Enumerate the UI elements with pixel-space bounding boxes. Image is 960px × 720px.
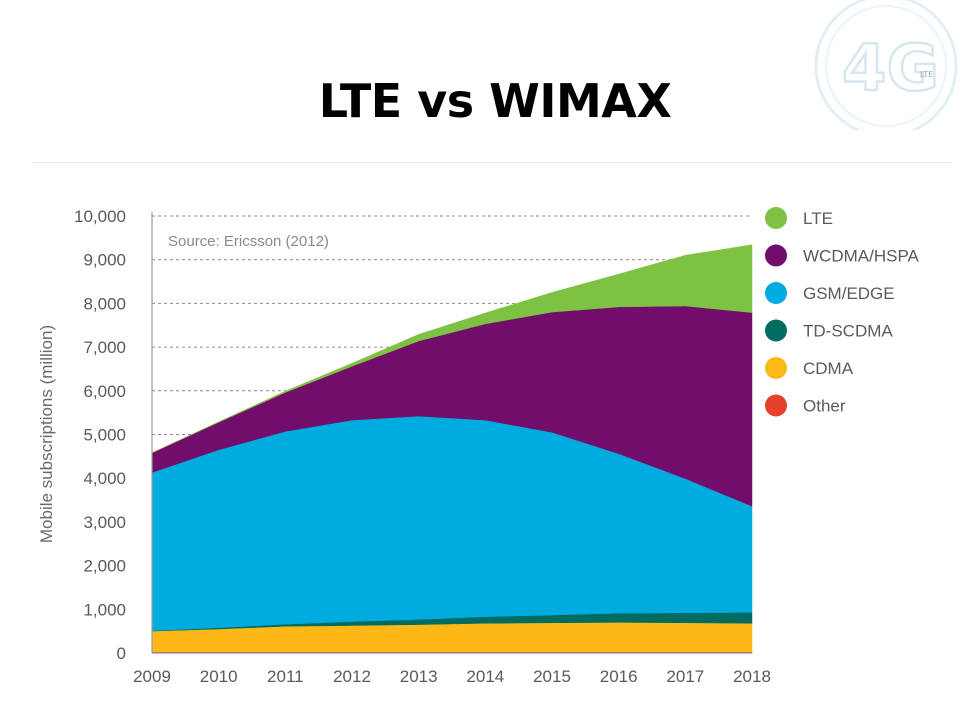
legend: LTE WCDMA/HSPA GSM/EDGE TD-SCDMA CDMA Other xyxy=(765,207,920,417)
legend-label: Other xyxy=(803,397,846,416)
legend-label: CDMA xyxy=(803,359,854,378)
lte-badge-text: LTE xyxy=(920,70,933,79)
y-tick-label: 4,000 xyxy=(83,469,126,488)
area-lte xyxy=(151,244,753,454)
y-tick-label: 7,000 xyxy=(83,338,126,357)
x-tick-label: 2010 xyxy=(200,667,238,686)
legend-swatch xyxy=(765,394,787,417)
axes: 0 1,000 2,000 3,000 4,000 5,000 6,000 7,000 8,00… xyxy=(74,207,771,686)
y-axis-title: Mobile subscriptions (million) xyxy=(37,325,56,543)
x-tick-label: 2018 xyxy=(733,667,771,686)
x-tick-label: 2016 xyxy=(600,667,638,686)
x-tick-label: 2012 xyxy=(333,667,371,686)
legend-swatch xyxy=(765,319,787,342)
4g-logo-text: 4G xyxy=(842,32,939,106)
x-tick-label: 2011 xyxy=(267,667,304,686)
y-tick-label: 5,000 xyxy=(83,426,126,445)
legend-label: WCDMA/HSPA xyxy=(803,247,920,266)
y-tick-label: 8,000 xyxy=(83,294,126,313)
y-tick-label: 3,000 xyxy=(83,513,126,532)
y-tick-label: 2,000 xyxy=(83,557,126,576)
x-tick-label: 2015 xyxy=(533,667,571,686)
legend-swatch xyxy=(765,357,787,379)
4g-lte-logo-icon: 4G LTE xyxy=(814,0,958,130)
x-tick-label: 2017 xyxy=(666,667,704,686)
legend-label: LTE xyxy=(803,209,833,228)
legend-label: TD-SCDMA xyxy=(803,322,893,341)
legend-swatch xyxy=(765,244,787,267)
source-annotation: Source: Ericsson (2012) xyxy=(168,233,329,250)
x-tick-label: 2009 xyxy=(133,667,171,686)
x-tick-label: 2013 xyxy=(400,667,438,686)
slide-title: LTE vs WIMAX xyxy=(318,74,672,128)
y-tick-label: 10,000 xyxy=(74,207,126,226)
area-series xyxy=(151,244,753,654)
y-tick-label: 9,000 xyxy=(83,251,126,270)
y-tick-label: 6,000 xyxy=(83,382,126,401)
title-divider xyxy=(32,162,952,163)
y-tick-label: 0 xyxy=(117,644,126,663)
legend-label: GSM/EDGE xyxy=(803,284,895,303)
legend-swatch xyxy=(765,207,787,229)
y-tick-label: 1,000 xyxy=(83,600,126,619)
x-tick-label: 2014 xyxy=(466,667,504,686)
legend-swatch xyxy=(765,282,787,304)
